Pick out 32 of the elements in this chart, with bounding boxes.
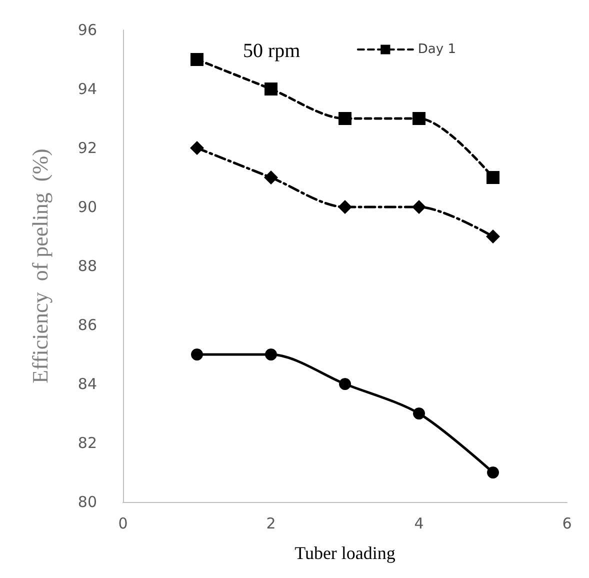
point — [338, 200, 352, 214]
y-tick-label: 92 — [78, 139, 97, 157]
point — [412, 112, 426, 125]
y-tick-label: 96 — [78, 21, 97, 39]
x-tick-label: 0 — [118, 514, 128, 532]
y-axis-title: Efficiency of peeling (%) — [28, 148, 52, 384]
point — [412, 200, 426, 214]
y-tick-label: 82 — [78, 434, 97, 452]
point — [265, 348, 277, 360]
x-tick-label: 2 — [266, 514, 276, 532]
text: 50 rpm — [243, 40, 301, 62]
point — [190, 53, 204, 66]
point — [338, 112, 352, 125]
point — [487, 466, 499, 478]
point — [486, 171, 500, 184]
y-tick-label: 88 — [78, 257, 97, 275]
point — [413, 408, 425, 420]
y-tick-label: 86 — [78, 316, 97, 334]
point — [264, 170, 278, 184]
x-axis-title: Tuber loading — [294, 543, 396, 563]
y-tick-label: 90 — [78, 198, 97, 216]
point — [190, 141, 204, 155]
legend-label: Day 1 — [418, 42, 456, 57]
point — [264, 82, 278, 96]
y-tick-label: 80 — [78, 493, 97, 511]
point — [191, 348, 203, 360]
x-tick-label: 6 — [562, 514, 572, 532]
point — [486, 230, 500, 244]
x-tick-label: 4 — [414, 514, 424, 532]
y-tick-label: 84 — [78, 375, 97, 393]
y-tick-label: 94 — [78, 80, 97, 98]
point — [339, 378, 351, 390]
